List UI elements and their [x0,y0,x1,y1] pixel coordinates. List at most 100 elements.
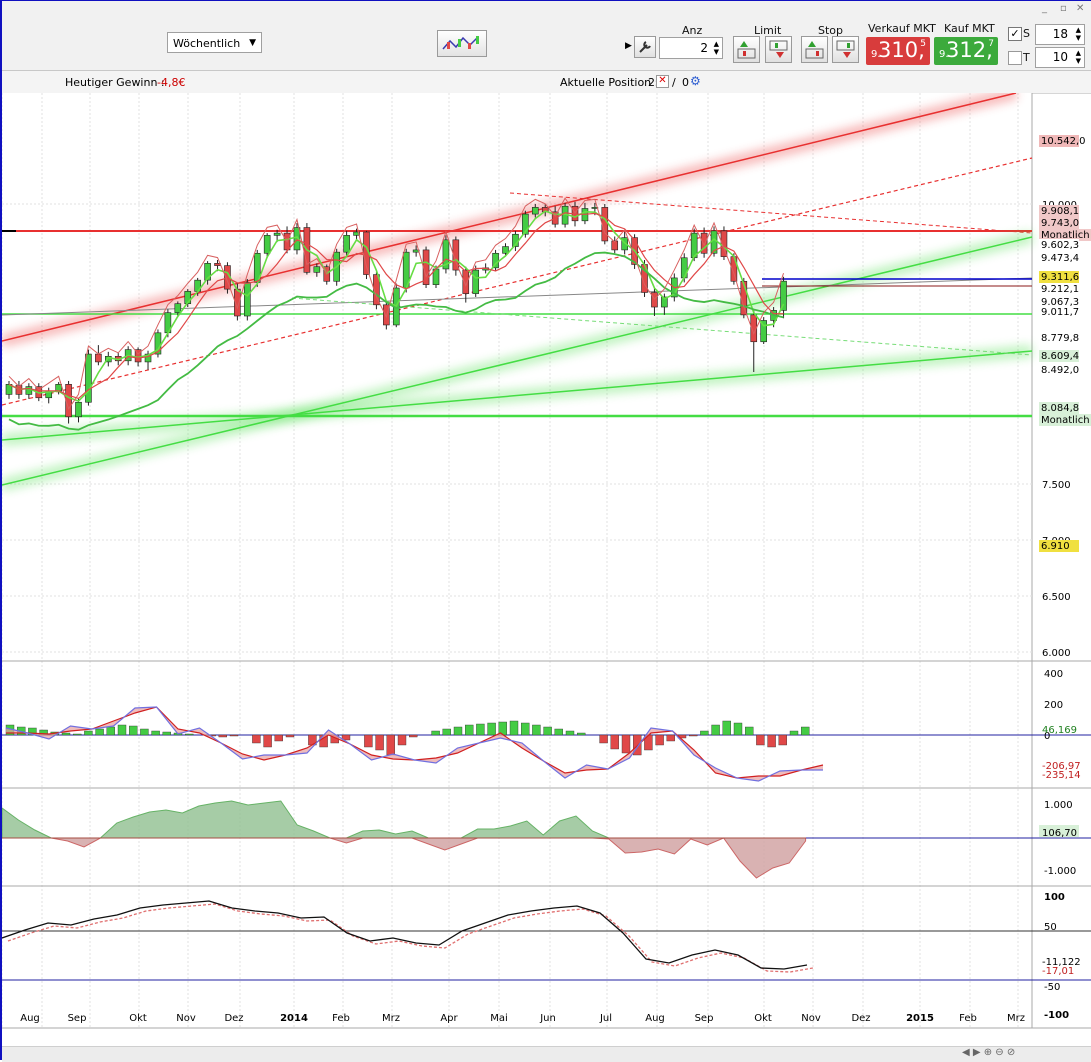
x-tick-label: Feb [332,1013,350,1024]
scrollbar[interactable]: ◀ ▶ ⊕ ⊖ ⊘ [2,1046,1091,1062]
area-tick-label: -1.000 [1044,866,1076,877]
price-tag-bg [1039,283,1079,295]
x-tick-label: Okt [754,1013,772,1024]
anz-value: 2 [700,41,708,55]
restore-icon[interactable]: ▫ [1060,3,1067,14]
x-tick-label: Dez [224,1013,243,1024]
stop-buy-button[interactable] [801,36,828,63]
x-tick-label: Jun [539,1013,556,1024]
candle-body [95,353,102,363]
price-tag-bg [1039,205,1079,217]
t-input[interactable]: 10 ▲ ▼ [1035,47,1085,68]
indicator-button[interactable] [437,30,487,57]
macd-bar [285,734,295,738]
s-value: 18 [1052,27,1068,41]
green-dash-line [291,297,1033,356]
price-tag-label: Monatlich [1041,415,1090,426]
toolbar-arrow-icon[interactable]: ▶ [625,41,632,51]
macd-bar [128,725,138,736]
price-tag-label: 9.212,1 [1041,284,1079,295]
candle-body [174,303,182,313]
toolbar: _ ▫ ✕ Wöchentlich ▼ ▶ Anz 2 ▲ ▼ Limit [2,1,1091,71]
minimize-icon[interactable]: _ [1042,3,1047,14]
stoch-tick-label: -50 [1044,982,1060,993]
x-tick-label: Okt [129,1013,147,1024]
macd-tick-label: 200 [1044,700,1063,711]
macd-bar [509,720,519,736]
macd-value-tag: 46,169 [1042,725,1077,736]
spinner-icon[interactable]: ▲ ▼ [1075,49,1081,65]
macd-bar [95,728,104,736]
x-tick-label: 2015 [906,1013,934,1024]
stoch-tick-label: 50 [1044,922,1057,933]
wrench-button[interactable] [634,36,656,58]
x-tick-label: Sep [695,1013,714,1024]
buy-price-main: 312, [946,38,993,62]
macd-bar [229,734,239,737]
x-tick-label: Nov [176,1013,196,1024]
macd-bar [409,734,418,738]
price-tag-label: 10.542,0 [1041,136,1086,147]
buy-label: Kauf MKT [944,22,995,35]
sell-price-prefix: 9. [871,49,881,60]
sell-market-button[interactable]: 9. 310, 5 [866,37,930,65]
candle-body [204,263,211,281]
stop-sell-button[interactable] [832,36,859,63]
macd-bar [72,733,82,736]
stoch-tick-label: -100 [1044,1010,1069,1021]
price-tag-bg [1039,364,1079,376]
candle-body [75,401,82,418]
macd-bar [666,734,675,742]
price-tag-label: 9.311,6 [1041,272,1079,283]
ma-red-line [8,212,784,400]
price-tag-bg [1039,217,1079,229]
macd-bar [341,734,351,741]
anz-input[interactable]: 2 ▲ ▼ [659,37,723,59]
close-position-icon[interactable]: ✕ [656,75,669,88]
buy-price-prefix: 9. [939,49,949,60]
candle-body [522,213,529,235]
macd-bar [162,731,172,736]
candle-body [531,207,539,215]
macd-bar [543,726,552,736]
indicator-icon [442,36,479,50]
macd-bar [700,730,709,736]
t-checkbox[interactable] [1008,51,1022,65]
limit-buy-button[interactable] [733,36,760,63]
macd-value-tag: -235,14 [1042,770,1081,781]
macd-bar [722,720,731,736]
sell-price-main: 310, [878,38,925,62]
macd-bar [184,733,194,736]
s-checkbox[interactable]: ✓ [1008,27,1022,41]
macd-bar [61,732,71,736]
macd-bar [375,734,384,751]
spinner-icon[interactable]: ▲ ▼ [1075,26,1081,42]
price-tag-label: 8.779,8 [1041,333,1079,344]
price-tag-label: 9.473,4 [1041,253,1079,264]
scroll-icons[interactable]: ◀ ▶ ⊕ ⊖ ⊘ [962,1047,1016,1058]
macd-bar [487,722,496,736]
position-long: 2 [648,76,655,89]
chart-area[interactable]: 10.0007.5007.0006.5006.00010.542,09.908,… [2,93,1091,1046]
limit-sell-button[interactable] [765,36,792,63]
close-icon[interactable]: ✕ [1076,3,1085,14]
spinner-icon[interactable]: ▲ ▼ [713,40,719,56]
interval-select[interactable]: Wöchentlich ▼ [167,32,262,53]
area-negative [2,837,807,879]
candle-body [383,304,390,326]
x-tick-label: Feb [959,1013,977,1024]
macd-bar [733,722,743,736]
macd-bar [106,726,116,736]
settings-gear-icon[interactable]: ⚙ [690,74,701,88]
area-value-tag: 106,70 [1042,828,1077,839]
macd-bar [789,730,799,736]
s-input[interactable]: 18 ▲ ▼ [1035,24,1085,45]
chevron-down-icon: ▼ [249,38,256,48]
price-tag-bg [1039,306,1079,318]
buy-market-button[interactable]: 9. 312, 7 [934,37,998,65]
macd-bar [465,724,474,736]
price-tag-bg [1039,296,1079,308]
price-tag-label: 8.609,4 [1041,351,1079,362]
ma-slow-line [8,251,784,431]
macd-bar [778,734,787,746]
